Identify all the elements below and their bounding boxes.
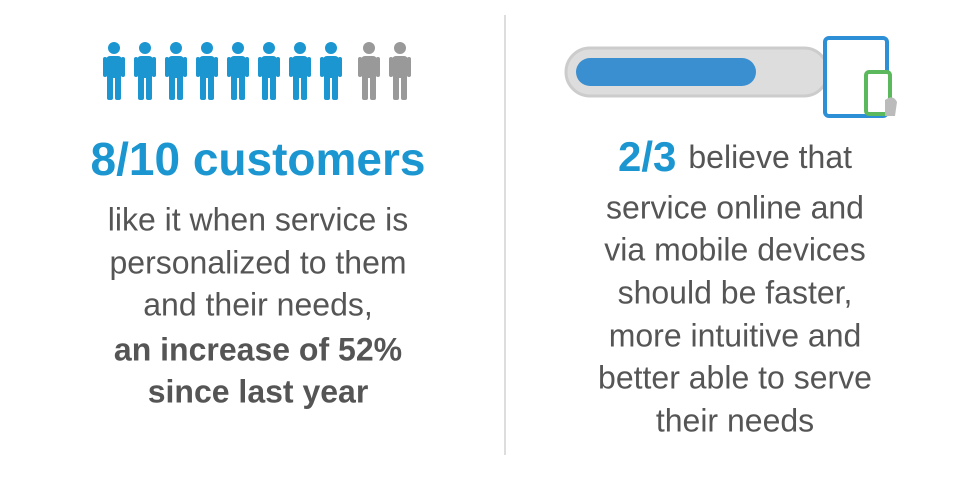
person-icon <box>289 42 311 100</box>
headline: 8/10 customers <box>91 133 426 185</box>
person-icon <box>165 42 187 100</box>
body-line: more intuitive and <box>609 317 862 353</box>
body-line: should be faster, <box>618 274 853 310</box>
body-line: like it when service is <box>108 201 409 237</box>
body-line: via mobile devices <box>604 231 865 267</box>
body-line: service online and <box>606 189 864 225</box>
person-icon <box>196 42 218 100</box>
person-icon <box>358 42 380 100</box>
emphasis-line: an increase of 52% <box>114 331 402 367</box>
progress-fill <box>576 58 756 86</box>
body-line: their needs <box>656 402 814 438</box>
hand <box>885 97 897 116</box>
person-icon <box>134 42 156 100</box>
person-icon <box>227 42 249 100</box>
person-icon <box>389 42 411 100</box>
emphasis-line: since last year <box>148 373 369 409</box>
highlight: 2/3 <box>618 133 676 180</box>
device-illustration <box>564 36 897 118</box>
body-line: personalized to them <box>109 244 406 280</box>
person-icon <box>258 42 280 100</box>
body-text: believe that <box>688 139 852 175</box>
phone <box>864 70 892 116</box>
person-icon <box>320 42 342 100</box>
people-icons <box>103 42 411 100</box>
body-line: and their needs, <box>143 286 373 322</box>
body-line: better able to serve <box>598 359 872 395</box>
lead-line: 2/3 believe that <box>618 133 852 180</box>
person-icon <box>103 42 125 100</box>
